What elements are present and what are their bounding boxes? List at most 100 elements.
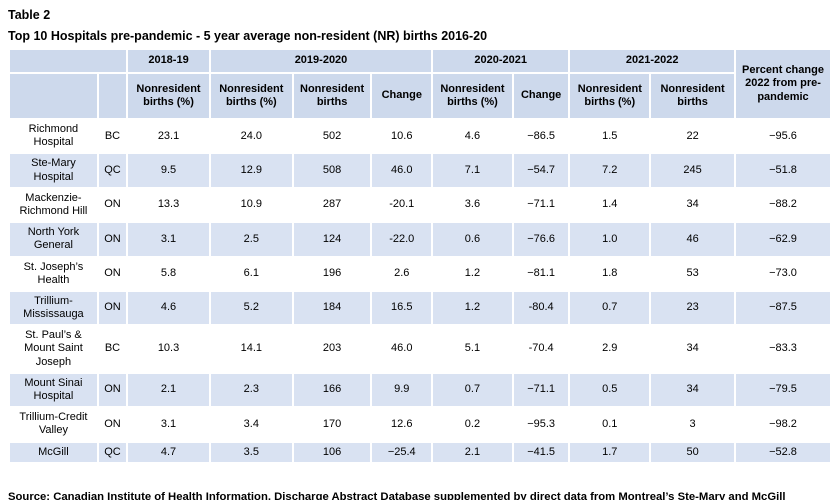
- group-header-row: 2018-19 2019-2020 2020-2021 2021-2022 Percen…: [10, 50, 830, 118]
- value-cell: 3.1: [128, 408, 209, 441]
- value-cell: 502: [293, 120, 371, 153]
- hospital-births-table: 2018-19 2019-2020 2020-2021 2021-2022 Percen…: [8, 48, 832, 464]
- value-cell: −41.5: [513, 442, 569, 462]
- column-header-cell: Nonresident births: [651, 74, 734, 118]
- province-cell: ON: [98, 373, 127, 407]
- value-cell: 12.6: [372, 408, 432, 441]
- value-cell: 34: [651, 373, 734, 407]
- column-header-cell: Nonresident births (%): [210, 74, 292, 118]
- value-cell: 2.9: [570, 326, 650, 372]
- value-cell: 124: [293, 223, 371, 256]
- value-cell: −79.5: [736, 373, 830, 407]
- hospital-name-cell: Mount Sinai Hospital: [10, 373, 97, 407]
- value-cell: 0.6: [433, 223, 512, 256]
- value-cell: 3.6: [433, 188, 512, 222]
- value-cell: 196: [293, 257, 371, 290]
- value-cell: 106: [293, 442, 371, 462]
- value-cell: 287: [293, 188, 371, 222]
- value-cell: 170: [293, 408, 371, 441]
- table-row: North York General ON 3.1 2.5 124 -22.0 0.6 −76…: [10, 223, 830, 256]
- group-header-cell: 2020-2021: [433, 50, 569, 72]
- table-row: McGill QC 4.7 3.5 106 −25.4 2.1 −41.5 1.7 50 −52.8: [10, 442, 830, 462]
- value-cell: 5.1: [433, 326, 512, 372]
- value-cell: 53: [651, 257, 734, 290]
- table-footer: Source: Canadian Institute of Health Inf…: [8, 488, 830, 500]
- value-cell: 7.1: [433, 154, 512, 187]
- province-cell: BC: [98, 120, 127, 153]
- value-cell: −25.4: [372, 442, 432, 462]
- table-row: Mount Sinai Hospital ON 2.1 2.3 166 9.9 0.7 −71…: [10, 373, 830, 407]
- value-cell: 184: [293, 291, 371, 325]
- value-cell: −95.3: [513, 408, 569, 441]
- value-cell: 23: [651, 291, 734, 325]
- value-cell: −51.8: [736, 154, 830, 187]
- value-cell: −73.0: [736, 257, 830, 290]
- value-cell: 1.0: [570, 223, 650, 256]
- hospital-name-cell: Trillium-Credit Valley: [10, 408, 97, 441]
- value-cell: 2.3: [210, 373, 292, 407]
- value-cell: 508: [293, 154, 371, 187]
- value-cell: 9.9: [372, 373, 432, 407]
- table-row: St. Paul’s & Mount Saint Joseph BC 10.3 14.…: [10, 326, 830, 372]
- column-header-cell: Change: [513, 74, 569, 118]
- value-cell: -70.4: [513, 326, 569, 372]
- value-cell: 1.2: [433, 257, 512, 290]
- value-cell: 3.1: [128, 223, 209, 256]
- group-header-cell: 2018-19: [128, 50, 209, 72]
- value-cell: -80.4: [513, 291, 569, 325]
- province-cell: ON: [98, 408, 127, 441]
- value-cell: 1.7: [570, 442, 650, 462]
- value-cell: 1.4: [570, 188, 650, 222]
- province-cell: ON: [98, 291, 127, 325]
- value-cell: 2.1: [433, 442, 512, 462]
- value-cell: 2.6: [372, 257, 432, 290]
- hospital-name-cell: McGill: [10, 442, 97, 462]
- column-header-cell: Nonresident births (%): [128, 74, 209, 118]
- value-cell: 4.7: [128, 442, 209, 462]
- value-cell: 10.6: [372, 120, 432, 153]
- hospital-header-cell: [10, 74, 97, 118]
- value-cell: 2.5: [210, 223, 292, 256]
- value-cell: 50: [651, 442, 734, 462]
- value-cell: 0.7: [433, 373, 512, 407]
- value-cell: 5.8: [128, 257, 209, 290]
- value-cell: 23.1: [128, 120, 209, 153]
- table-label: Table 2: [8, 8, 51, 22]
- value-cell: 9.5: [128, 154, 209, 187]
- table-row: Trillium-Credit Valley ON 3.1 3.4 170 12.6 0.2…: [10, 408, 830, 441]
- province-cell: ON: [98, 257, 127, 290]
- column-header-row: Nonresident births (%) Nonresident births…: [10, 74, 830, 118]
- value-cell: 3: [651, 408, 734, 441]
- value-cell: −52.8: [736, 442, 830, 462]
- value-cell: −62.9: [736, 223, 830, 256]
- value-cell: 2.1: [128, 373, 209, 407]
- value-cell: 10.3: [128, 326, 209, 372]
- page-title: Top 10 Hospitals pre-pandemic - 5 year a…: [8, 29, 488, 43]
- province-cell: ON: [98, 223, 127, 256]
- value-cell: 166: [293, 373, 371, 407]
- table-row: Trillium-Mississauga ON 4.6 5.2 184 16.5 1.2 -8…: [10, 291, 830, 325]
- value-cell: 1.2: [433, 291, 512, 325]
- hospital-name-cell: St. Paul’s & Mount Saint Joseph: [10, 326, 97, 372]
- value-cell: 10.9: [210, 188, 292, 222]
- value-cell: −98.2: [736, 408, 830, 441]
- value-cell: 34: [651, 188, 734, 222]
- table-row: Richmond Hospital BC 23.1 24.0 502 10.6 4.6 −86…: [10, 120, 830, 153]
- percent-change-header-cell: Percent change 2022 from pre-pandemic: [736, 50, 830, 118]
- value-cell: -20.1: [372, 188, 432, 222]
- hospital-name-cell: Trillium-Mississauga: [10, 291, 97, 325]
- value-cell: 46.0: [372, 154, 432, 187]
- value-cell: −83.3: [736, 326, 830, 372]
- group-header-cell: 2021-2022: [570, 50, 734, 72]
- province-cell: QC: [98, 154, 127, 187]
- value-cell: 24.0: [210, 120, 292, 153]
- value-cell: -22.0: [372, 223, 432, 256]
- group-header-cell: [10, 50, 127, 72]
- table-row: Ste-Mary Hospital QC 9.5 12.9 508 46.0 7.1 −54.…: [10, 154, 830, 187]
- value-cell: −76.6: [513, 223, 569, 256]
- hospital-name-cell: Mackenzie-Richmond Hill: [10, 188, 97, 222]
- column-header-cell: Nonresident births (%): [570, 74, 650, 118]
- value-cell: 13.3: [128, 188, 209, 222]
- value-cell: −71.1: [513, 188, 569, 222]
- value-cell: 6.1: [210, 257, 292, 290]
